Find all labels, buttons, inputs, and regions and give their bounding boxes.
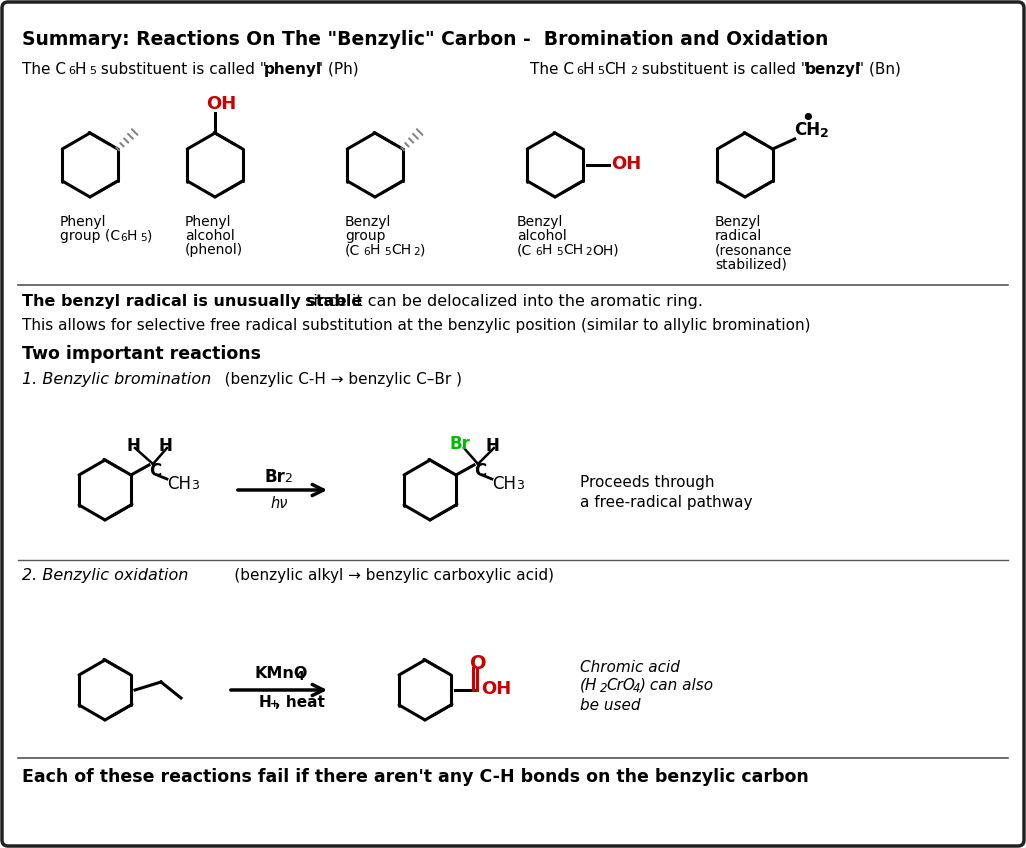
Text: H: H xyxy=(583,62,594,77)
Text: CH: CH xyxy=(563,243,583,257)
Text: OH: OH xyxy=(206,95,236,113)
Text: ): ) xyxy=(420,243,426,257)
Text: 2: 2 xyxy=(820,127,828,140)
Text: H: H xyxy=(127,437,141,455)
Text: (H: (H xyxy=(580,678,597,693)
Text: since it can be delocalized into the aromatic ring.: since it can be delocalized into the aro… xyxy=(300,294,703,309)
Text: alcohol: alcohol xyxy=(517,229,566,243)
Text: Each of these reactions fail if there aren't any C-H bonds on the benzylic carbo: Each of these reactions fail if there ar… xyxy=(22,768,808,786)
Text: CrO: CrO xyxy=(606,678,635,693)
Text: substituent is called ": substituent is called " xyxy=(637,62,807,77)
Text: group: group xyxy=(345,229,386,243)
Text: Benzyl: Benzyl xyxy=(517,215,563,229)
Text: H: H xyxy=(542,243,552,257)
Text: Chromic acid: Chromic acid xyxy=(580,660,680,675)
Text: OH: OH xyxy=(611,155,641,173)
Text: (C: (C xyxy=(345,243,360,257)
Text: ): ) xyxy=(147,229,153,243)
Text: , heat: , heat xyxy=(275,695,325,710)
Text: The benzyl radical is unusually stable: The benzyl radical is unusually stable xyxy=(22,294,362,309)
Text: C: C xyxy=(149,462,161,480)
Text: +: + xyxy=(270,699,279,709)
Text: stabilized): stabilized) xyxy=(715,257,787,271)
Text: benzyl: benzyl xyxy=(805,62,861,77)
Text: ) can also: ) can also xyxy=(640,678,714,693)
Text: 3: 3 xyxy=(191,479,199,492)
Text: OH): OH) xyxy=(592,243,619,257)
Text: O: O xyxy=(470,654,486,673)
Text: radical: radical xyxy=(715,229,762,243)
Text: 6: 6 xyxy=(68,66,75,76)
Text: Summary: Reactions On The "Benzylic" Carbon -  Bromination and Oxidation: Summary: Reactions On The "Benzylic" Car… xyxy=(22,30,828,49)
Text: 6: 6 xyxy=(576,66,583,76)
Text: 1. Benzylic bromination: 1. Benzylic bromination xyxy=(22,372,211,387)
Text: Benzyl: Benzyl xyxy=(345,215,391,229)
Text: This allows for selective free radical substitution at the benzylic position (si: This allows for selective free radical s… xyxy=(22,318,811,333)
Text: Br: Br xyxy=(265,468,285,486)
Text: phenyl: phenyl xyxy=(264,62,322,77)
Text: 4: 4 xyxy=(295,670,304,683)
Text: group (C: group (C xyxy=(60,229,120,243)
Text: (phenol): (phenol) xyxy=(185,243,243,257)
Text: OH: OH xyxy=(481,680,511,698)
Text: H: H xyxy=(159,437,172,455)
Text: 4: 4 xyxy=(633,682,640,695)
Text: (benzylic C-H → benzylic C–Br ): (benzylic C-H → benzylic C–Br ) xyxy=(210,372,462,387)
Text: CH: CH xyxy=(794,121,820,139)
Text: CH: CH xyxy=(167,475,191,493)
Text: (benzylic alkyl → benzylic carboxylic acid): (benzylic alkyl → benzylic carboxylic ac… xyxy=(210,568,554,583)
Text: 5: 5 xyxy=(556,247,562,257)
Text: H: H xyxy=(259,695,272,710)
Text: 2: 2 xyxy=(600,682,607,695)
Text: substituent is called ": substituent is called " xyxy=(96,62,267,77)
Text: (resonance: (resonance xyxy=(715,243,792,257)
Text: CH: CH xyxy=(391,243,411,257)
Text: KMnO: KMnO xyxy=(254,666,308,681)
Text: hν: hν xyxy=(271,496,288,511)
Text: 6: 6 xyxy=(535,247,542,257)
Text: be used: be used xyxy=(580,698,640,713)
Text: (C: (C xyxy=(517,243,532,257)
Text: Phenyl: Phenyl xyxy=(185,215,232,229)
Text: 5: 5 xyxy=(140,233,147,243)
Text: Br: Br xyxy=(450,435,471,453)
Text: H: H xyxy=(486,437,500,455)
Text: alcohol: alcohol xyxy=(185,229,235,243)
Text: H: H xyxy=(75,62,86,77)
Text: 5: 5 xyxy=(89,66,96,76)
Text: The C: The C xyxy=(22,62,66,77)
Text: 2: 2 xyxy=(413,247,420,257)
Text: H: H xyxy=(370,243,381,257)
Text: Proceeds through: Proceeds through xyxy=(580,475,714,490)
Text: 2. Benzylic oxidation: 2. Benzylic oxidation xyxy=(22,568,189,583)
Text: 3: 3 xyxy=(516,479,524,492)
Text: Benzyl: Benzyl xyxy=(715,215,761,229)
Text: 5: 5 xyxy=(384,247,391,257)
Text: 5: 5 xyxy=(597,66,604,76)
Text: CH: CH xyxy=(492,475,516,493)
Text: The C: The C xyxy=(530,62,574,77)
Text: 6: 6 xyxy=(120,233,126,243)
Text: CH: CH xyxy=(604,62,626,77)
Text: 2: 2 xyxy=(585,247,592,257)
Text: a free-radical pathway: a free-radical pathway xyxy=(580,495,752,510)
Text: " (Bn): " (Bn) xyxy=(857,62,901,77)
Text: 6: 6 xyxy=(363,247,369,257)
Text: 2: 2 xyxy=(284,472,292,485)
Text: Two important reactions: Two important reactions xyxy=(22,345,261,363)
Text: " (Ph): " (Ph) xyxy=(316,62,359,77)
Text: 2: 2 xyxy=(630,66,637,76)
Text: Phenyl: Phenyl xyxy=(60,215,107,229)
Text: C: C xyxy=(474,462,486,480)
Text: •: • xyxy=(800,107,816,131)
Text: H: H xyxy=(127,229,137,243)
